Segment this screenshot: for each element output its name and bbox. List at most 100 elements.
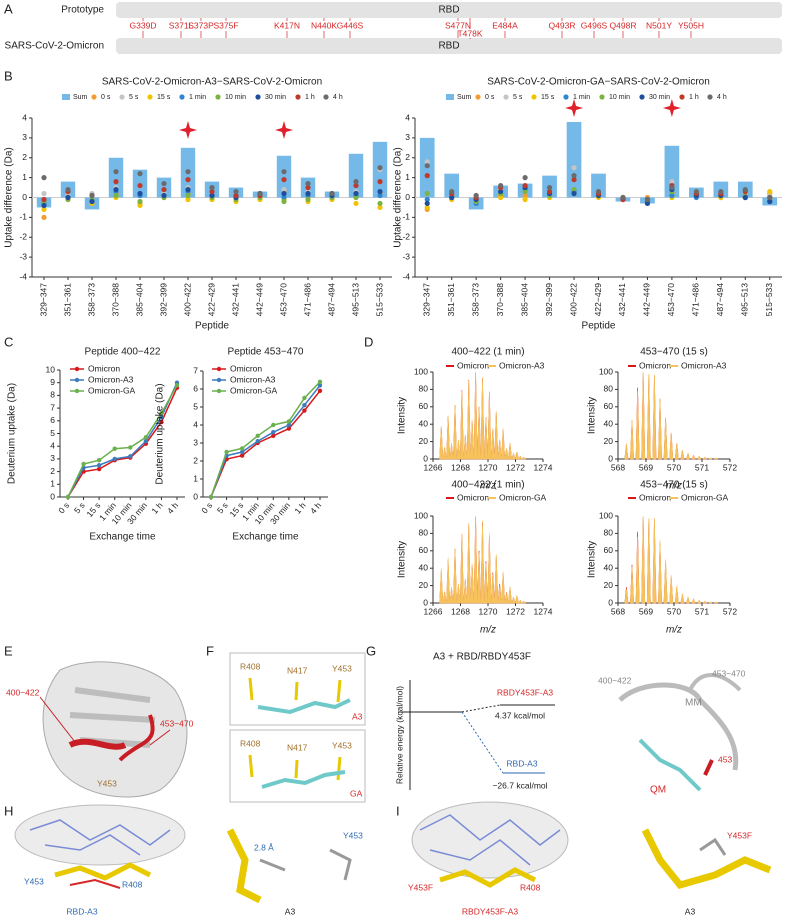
x-tick-label: 385−404 — [519, 283, 529, 317]
point — [473, 192, 479, 199]
y-tick-label: 4 — [405, 112, 410, 122]
point — [305, 190, 311, 197]
y-tick-label: -1 — [402, 212, 410, 222]
legend-label: 1 h — [689, 94, 699, 101]
peak — [646, 373, 651, 460]
mutation-label: K417N — [274, 20, 300, 30]
series-line — [210, 390, 321, 498]
y-tick-label: 2 — [50, 466, 55, 476]
mutation-label: G446S — [337, 20, 364, 30]
state-label: RBD-A3 — [506, 758, 537, 768]
legend-label: 1 h — [305, 94, 315, 101]
point — [174, 383, 180, 388]
y-tick-label: 0 — [22, 192, 27, 202]
point — [669, 184, 675, 191]
domain-bar — [116, 2, 782, 18]
x-tick-label: 1266 — [424, 606, 443, 616]
point — [522, 196, 528, 203]
legend-swatch — [707, 94, 713, 100]
legend-label: Omicron — [457, 360, 489, 370]
x-tick-label: 571 — [695, 462, 709, 472]
x-tick-label: 329−347 — [38, 283, 48, 317]
x-tick-label: 1268 — [451, 462, 470, 472]
peak — [708, 601, 713, 604]
structure-label: MM — [685, 698, 702, 709]
point — [302, 395, 307, 401]
x-tick-label: 392−399 — [158, 283, 168, 317]
peak — [674, 443, 679, 460]
x-tick-label: 568 — [611, 606, 625, 616]
mutation-label: N501Y — [646, 20, 672, 30]
state-energy: −26.7 kcal/mol — [492, 780, 547, 790]
point — [113, 179, 119, 185]
energy-axis-label: Relative energy (kcal/mol) — [394, 686, 404, 784]
chart-title: Peptide 400−422 — [85, 347, 161, 358]
point — [281, 194, 287, 201]
x-tick-label: 471−486 — [302, 283, 312, 317]
x-tick-label: 1274 — [534, 606, 553, 616]
point — [41, 202, 47, 209]
y-axis-label: Deuterium uptake (Da) — [7, 383, 18, 484]
region-label: 400−422 — [6, 687, 40, 697]
peak — [669, 575, 674, 604]
peak — [714, 457, 718, 460]
legend-label: Omicron — [230, 363, 262, 373]
x-tick-label: 568 — [611, 462, 625, 472]
domain-label: RBD — [438, 5, 459, 16]
x-axis-label: Exchange time — [232, 532, 299, 543]
legend-label: 15 s — [157, 94, 171, 101]
peak — [470, 563, 475, 604]
y-tick-label: 60 — [604, 545, 614, 555]
peak — [477, 406, 481, 460]
mutation-label: Q493R — [549, 20, 576, 30]
mutation-label: S477N — [445, 20, 471, 30]
y-tick-label: 7 — [50, 402, 55, 412]
x-tick-label: 453−470 — [278, 283, 288, 317]
peak — [518, 599, 523, 604]
point — [353, 190, 359, 197]
point — [498, 188, 504, 195]
legend-swatch — [295, 94, 301, 100]
point — [767, 198, 773, 205]
connector — [461, 704, 501, 713]
x-tick-label: 400−422 — [568, 283, 578, 317]
point — [233, 188, 239, 195]
x-tick-label: 432−441 — [230, 283, 240, 317]
point — [41, 214, 47, 220]
point — [209, 192, 215, 199]
point — [128, 445, 133, 450]
series-line — [67, 382, 178, 498]
x-tick-label: 4 h — [165, 500, 180, 516]
y-tick-label: 3 — [193, 437, 198, 447]
point — [113, 169, 119, 175]
point — [112, 456, 117, 462]
peak — [439, 425, 444, 460]
y-axis-label: Intensity — [397, 397, 408, 434]
point — [159, 419, 164, 425]
y-axis-label: Uptake difference (Da) — [4, 147, 15, 247]
peak — [459, 533, 464, 604]
point — [424, 163, 430, 169]
point — [317, 379, 323, 384]
y-tick-label: 2 — [193, 455, 198, 465]
point — [449, 188, 455, 195]
x-tick-label: 400−422 — [182, 283, 192, 317]
residue-label: R408 — [240, 661, 261, 671]
mutation-label: Q498R — [610, 20, 637, 30]
point — [353, 194, 359, 201]
chart-title: 400−422 (1 min) — [451, 347, 524, 358]
y-tick-label: 80 — [604, 384, 614, 394]
bar — [664, 145, 680, 198]
x-tick-label: 358−373 — [86, 283, 96, 317]
point — [137, 202, 143, 209]
peak — [663, 559, 668, 604]
peak — [685, 452, 691, 460]
point — [546, 184, 553, 191]
x-tick-label: 1270 — [479, 462, 498, 472]
x-tick-label: 570 — [667, 606, 681, 616]
y-tick-label: 0 — [405, 192, 410, 202]
peak — [497, 585, 502, 604]
x-tick-label: 471−486 — [691, 283, 701, 317]
point — [96, 466, 102, 472]
chart-title: 453−470 (15 s) — [640, 480, 708, 491]
